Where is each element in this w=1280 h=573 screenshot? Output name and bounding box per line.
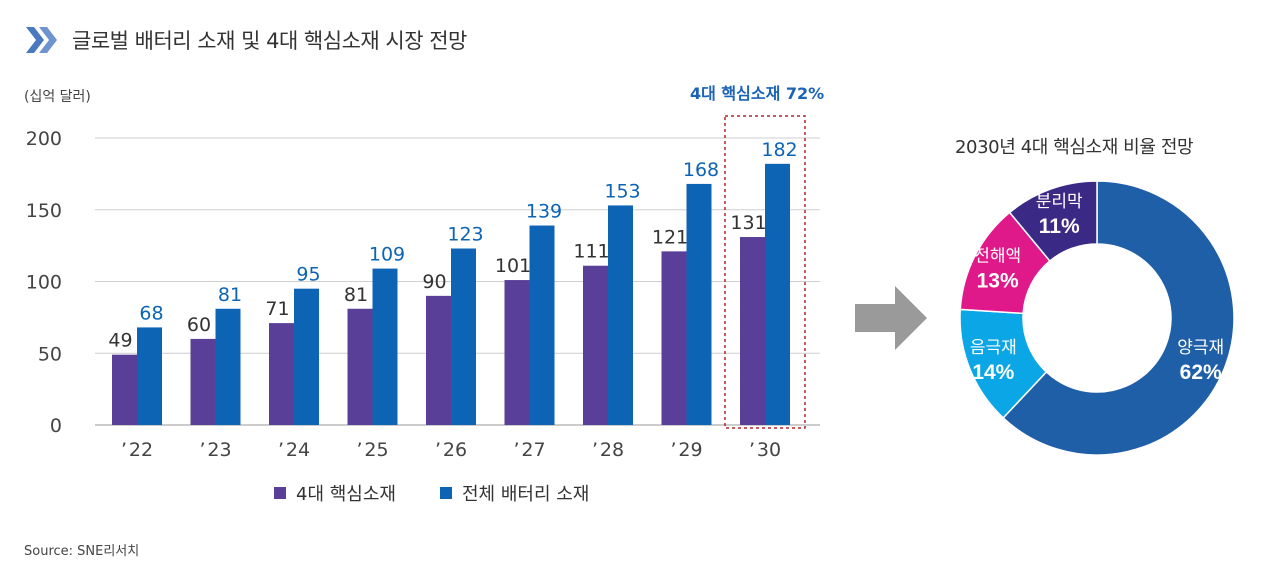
data-label-total-2: 95 (296, 264, 320, 286)
legend-item-total: 전체 배터리 소재 (439, 480, 590, 506)
bar-core-6 (583, 265, 608, 425)
donut-value-3: 11% (1039, 215, 1080, 238)
highlight-label: 4대 핵심소재 72% (690, 84, 825, 103)
legend-label-core: 4대 핵심소재 (296, 484, 396, 505)
bar-core-4 (426, 295, 451, 425)
bar-total-7 (686, 183, 712, 425)
data-label-total-7: 168 (683, 159, 719, 181)
legend: 4대 핵심소재 전체 배터리 소재 (274, 480, 633, 506)
source-note: Source: SNE리서치 (24, 544, 140, 559)
title-row: 글로벌 배터리 소재 및 4대 핵심소재 시장 전망 (24, 22, 467, 58)
data-label-core-5: 101 (495, 255, 531, 277)
data-label-core-6: 111 (573, 241, 609, 263)
y-tick-label-50: 50 (38, 343, 62, 365)
x-tick-label-4: ’ 26 (435, 439, 467, 461)
donut-value-1: 14% (972, 361, 1014, 384)
donut-value-0: 62% (1180, 361, 1222, 384)
donut-slice-3 (1008, 180, 1098, 263)
bar-core-8 (740, 237, 765, 425)
bar-total-3 (372, 268, 398, 425)
donut-title: 2030년 4대 핵심소재 비율 전망 (955, 137, 1194, 158)
legend-item-core: 4대 핵심소재 (274, 480, 396, 506)
bar-core-7 (661, 251, 687, 425)
double-chevron-right-icon (26, 27, 57, 53)
data-label-core-1: 60 (187, 314, 211, 336)
x-tick-label-3: ’ 25 (356, 439, 388, 461)
donut-slice-0 (1002, 180, 1235, 456)
data-label-core-3: 81 (344, 284, 368, 306)
legend-swatch-total (439, 487, 452, 499)
data-label-total-5: 139 (526, 201, 562, 223)
y-tick-label-200: 200 (26, 128, 62, 150)
data-label-total-8: 182 (761, 139, 797, 161)
data-label-core-0: 49 (108, 330, 132, 352)
bar-total-4 (451, 248, 476, 425)
donut-label-0: 양극재 (1177, 338, 1224, 358)
donut-value-2: 13% (977, 269, 1019, 292)
donut-label-3: 분리막 (1036, 192, 1083, 212)
data-label-total-3: 109 (369, 244, 405, 266)
data-label-total-0: 68 (139, 302, 163, 324)
page-title: 글로벌 배터리 소재 및 4대 핵심소재 시장 전망 (72, 29, 467, 53)
y-axis-unit-label: (십억 달러) (24, 89, 91, 105)
data-label-core-8: 131 (730, 212, 766, 234)
data-label-total-6: 153 (604, 180, 640, 202)
arrow-right-icon (855, 286, 927, 350)
donut-label-2: 전해액 (974, 246, 1021, 266)
y-tick-label-100: 100 (26, 272, 62, 294)
y-tick-label-150: 150 (26, 200, 62, 222)
bar-total-2 (294, 288, 319, 425)
data-label-core-7: 121 (652, 226, 688, 248)
y-tick-label-0: 0 (50, 415, 62, 437)
bar-total-5 (529, 225, 555, 425)
bar-total-1 (215, 308, 241, 425)
data-label-total-4: 123 (447, 223, 483, 245)
legend-label-total: 전체 배터리 소재 (461, 484, 590, 505)
bar-total-0 (137, 327, 162, 425)
bar-core-5 (504, 280, 530, 425)
x-tick-label-7: ’ 29 (670, 439, 702, 461)
bar-total-8 (765, 163, 790, 425)
bar-core-0 (112, 354, 137, 425)
bar-core-3 (347, 308, 373, 425)
data-label-core-2: 71 (265, 298, 289, 320)
data-label-core-4: 90 (422, 271, 446, 293)
donut-label-1: 음극재 (970, 338, 1017, 358)
bar-core-2 (269, 323, 294, 425)
bar-total-6 (608, 205, 633, 425)
x-tick-label-2: ’ 24 (278, 439, 310, 461)
data-label-total-1: 81 (218, 284, 242, 306)
bar-core-1 (190, 338, 216, 425)
x-tick-label-1: ’ 23 (199, 439, 231, 461)
legend-swatch-core (274, 487, 286, 499)
x-tick-label-0: ’ 22 (121, 439, 153, 461)
x-tick-label-5: ’ 27 (513, 439, 545, 461)
highlight-box (724, 115, 806, 429)
x-tick-label-8: ’ 30 (749, 439, 781, 461)
x-tick-label-6: ’ 28 (592, 439, 624, 461)
